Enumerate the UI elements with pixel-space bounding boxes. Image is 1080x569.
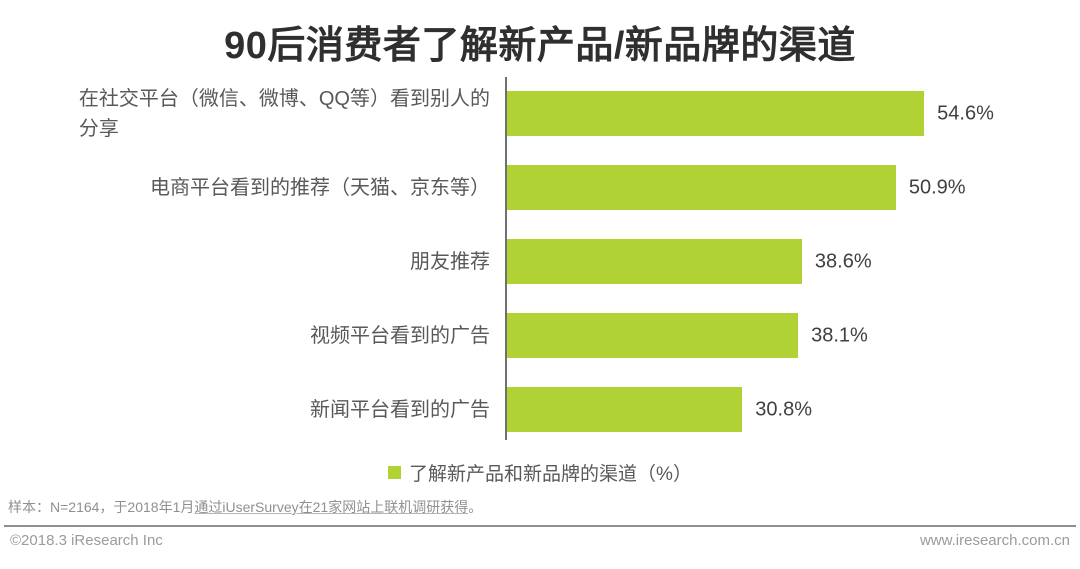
chart-row: 电商平台看到的推荐（天猫、京东等） 50.9% bbox=[0, 165, 1080, 210]
bar-value-label: 38.1% bbox=[811, 324, 868, 346]
website-url: www.iresearch.com.cn bbox=[919, 532, 1070, 549]
chart-title: 90后消费者了解新产品/新品牌的渠道 bbox=[224, 25, 856, 67]
legend-label: 了解新产品和新品牌的渠道（%） bbox=[409, 464, 692, 485]
category-label: 朋友推荐 bbox=[410, 247, 490, 277]
copyright-text: ©2018.3 iResearch Inc bbox=[10, 532, 163, 549]
bar-value-label: 54.6% bbox=[937, 102, 994, 124]
chart-row: 新闻平台看到的广告 30.8% bbox=[0, 387, 1080, 432]
category-label: 新闻平台看到的广告 bbox=[310, 395, 490, 425]
legend-swatch-icon bbox=[388, 466, 402, 479]
legend: 了解新产品和新品牌的渠道（%） bbox=[0, 459, 1080, 486]
chart-row: 在社交平台（微信、微博、QQ等）看到别人的 分享 54.6% bbox=[0, 88, 1080, 140]
bar bbox=[507, 91, 925, 136]
bar bbox=[507, 239, 802, 284]
footer-divider bbox=[4, 525, 1076, 527]
category-label-line: 视频平台看到的广告 bbox=[310, 324, 490, 347]
bar-value-label: 30.8% bbox=[755, 398, 813, 420]
chart-row: 视频平台看到的广告 38.1% bbox=[0, 313, 1080, 358]
category-label: 在社交平台（微信、微博、QQ等）看到别人的 分享 bbox=[79, 84, 490, 144]
category-label: 视频平台看到的广告 bbox=[310, 321, 490, 351]
y-axis-line bbox=[505, 77, 507, 440]
bar bbox=[507, 165, 896, 210]
sample-note-prefix: 样本：N=2164，于2018年1月 bbox=[8, 499, 195, 515]
bar-value-label: 38.6% bbox=[814, 250, 872, 272]
category-label-line: 分享 bbox=[78, 117, 119, 140]
chart-row: 朋友推荐 38.6% bbox=[0, 239, 1080, 284]
sample-note-suffix: 。 bbox=[468, 499, 483, 515]
category-label-line: 朋友推荐 bbox=[410, 250, 490, 273]
sample-note-underlined: 通过iUserSurvey在21家网站上联机调研获得 bbox=[194, 499, 469, 515]
bar bbox=[507, 313, 799, 358]
category-label-line: 新闻平台看到的广告 bbox=[310, 398, 490, 421]
category-label-line: 电商平台看到的推荐（天猫、京东等） bbox=[150, 176, 490, 199]
category-label: 电商平台看到的推荐（天猫、京东等） bbox=[150, 173, 490, 203]
bar-value-label: 50.9% bbox=[908, 176, 966, 198]
bar bbox=[507, 387, 743, 432]
sample-note: 样本：N=2164，于2018年1月通过iUserSurvey在21家网站上联机… bbox=[8, 497, 482, 517]
category-label-line: 在社交平台（微信、微博、QQ等）看到别人的 bbox=[78, 87, 490, 110]
